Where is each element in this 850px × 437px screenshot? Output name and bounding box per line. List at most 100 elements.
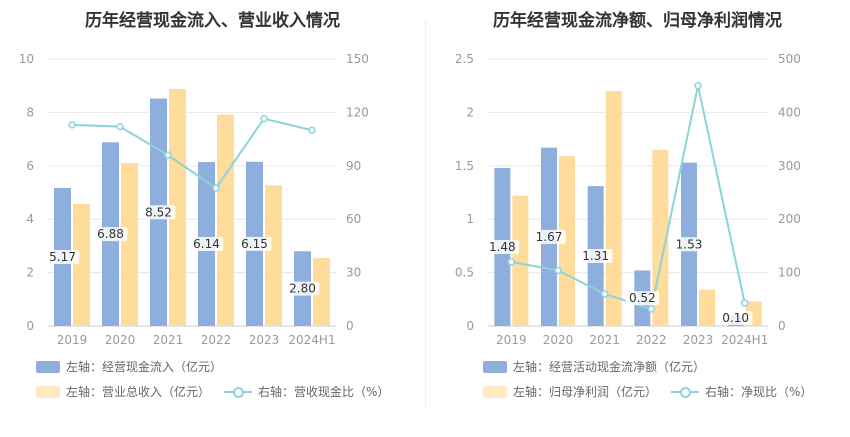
right-tick-label: 150 xyxy=(346,52,369,66)
legend-swatch-bar2 xyxy=(36,385,60,398)
left-tick-label: 10 xyxy=(19,52,34,66)
legend-label: 左轴：营业总收入（亿元） xyxy=(66,385,211,399)
right-tick-label: 0 xyxy=(346,319,354,333)
legend-swatch-line xyxy=(224,386,253,398)
right-tick-label: 90 xyxy=(346,159,361,173)
bar-2022 xyxy=(217,114,234,326)
legend-item-cash-ratio[interactable]: 右轴：营收现金比（%） xyxy=(224,383,389,400)
bar-2021 xyxy=(605,91,622,326)
bar-2019 xyxy=(73,203,90,326)
legend-label: 右轴：营收现金比（%） xyxy=(258,385,390,399)
ratio-point xyxy=(260,114,268,123)
bar-2023 xyxy=(699,289,715,326)
panel-divider xyxy=(425,20,426,410)
bar-2019 xyxy=(512,195,529,326)
left-tick-label: 0 xyxy=(466,319,474,333)
data-label-bg xyxy=(237,236,272,251)
left-tick-label: 6 xyxy=(26,159,34,173)
data-label: 6.15 xyxy=(241,237,268,251)
x-tick-label: 2024H1 xyxy=(288,333,335,347)
legend-item-net-profit[interactable]: 左轴：归母净利润（亿元） xyxy=(483,383,657,400)
data-label: 6.14 xyxy=(193,237,220,251)
left-tick-label: 8 xyxy=(26,105,34,119)
legend-label: 左轴：经营现金流入（亿元） xyxy=(66,360,223,374)
data-label: 0.52 xyxy=(629,291,656,305)
legend-item-cash-inflow[interactable]: 左轴：经营现金流入（亿元） xyxy=(36,358,222,375)
data-label-bg xyxy=(532,229,566,244)
left-tick-label: 2 xyxy=(26,266,34,280)
x-tick-label: 2019 xyxy=(496,333,527,347)
left-tick-label: 0.5 xyxy=(455,266,474,280)
legend-swatch-bar2 xyxy=(483,385,507,398)
bar-2023 xyxy=(265,185,282,326)
data-label: 1.48 xyxy=(489,240,516,254)
ratio-point xyxy=(554,266,562,275)
ratio-point xyxy=(647,305,656,313)
x-tick-label: 2022 xyxy=(636,333,667,347)
legend-label: 左轴：归母净利润（亿元） xyxy=(513,385,658,399)
legend-item-net-cash-ratio[interactable]: 右轴：净现比（%） xyxy=(671,383,812,400)
legend-swatch-bar1 xyxy=(483,360,507,373)
right-tick-label: 30 xyxy=(346,266,361,280)
x-tick-label: 2020 xyxy=(105,333,136,347)
legend-swatch-line xyxy=(671,386,700,398)
ratio-point xyxy=(694,81,702,90)
right-chart-panel: 历年经营现金流净额、归母净利润情况 0 0.5 1 1.5 2 2.5 0 100 200 300… xyxy=(425,0,850,437)
bar-2020 xyxy=(121,163,138,326)
right-chart-plot: 0 0.5 1 1.5 2 2.5 0 100 200 300 400 500 2019 2020 2021… xyxy=(455,52,801,347)
left-tick-label: 2.5 xyxy=(455,52,474,66)
right-tick-label: 60 xyxy=(346,212,361,226)
bar-2021 xyxy=(169,88,186,327)
right-tick-label: 0 xyxy=(778,319,786,333)
ratio-line xyxy=(71,117,313,190)
data-label: 1.67 xyxy=(536,230,563,244)
left-chart-plot: 0 2 4 6 8 10 0 30 60 90 120 150 2019 2020 2021 2022 2023… xyxy=(19,52,369,347)
left-tick-label: 4 xyxy=(26,212,34,226)
data-label-bg xyxy=(189,237,224,252)
ratio-point xyxy=(212,184,220,192)
data-label: 6.88 xyxy=(97,227,124,241)
legend-item-net-cash-flow[interactable]: 左轴：经营活动现金流净额（亿元） xyxy=(483,358,705,375)
right-tick-label: 300 xyxy=(778,159,801,173)
right-tick-label: 120 xyxy=(346,105,369,119)
bar-2020 xyxy=(559,156,575,326)
data-label-bg xyxy=(672,237,706,252)
data-label: 8.52 xyxy=(145,205,172,219)
legend: 左轴：归母净利润（亿元） 右轴：净现比（%） xyxy=(483,383,826,400)
left-tick-label: 1 xyxy=(466,212,474,226)
x-tick-label: 2019 xyxy=(57,333,88,347)
data-label-bg xyxy=(718,311,753,325)
ratio-point xyxy=(308,126,316,134)
left-tick-label: 0 xyxy=(26,319,34,333)
left-tick-label: 1.5 xyxy=(455,159,474,173)
legend: 左轴：营业总收入（亿元） 右轴：营收现金比（%） xyxy=(36,383,403,400)
legend-label: 右轴：净现比（%） xyxy=(705,385,813,399)
ratio-point xyxy=(600,290,609,298)
left-chart-panel: 历年经营现金流入、营业收入情况 0 2 4 6 8 10 0 30 60 90 120 150 2019… xyxy=(19,11,403,400)
right-tick-label: 500 xyxy=(778,52,801,66)
left-tick-label: 2 xyxy=(466,105,474,119)
data-label: 1.53 xyxy=(676,237,703,251)
data-label-bg xyxy=(45,249,80,264)
data-label: 5.17 xyxy=(49,250,76,264)
right-tick-label: 100 xyxy=(778,266,801,280)
chart-title: 历年经营现金流净额、归母净利润情况 xyxy=(493,11,782,31)
legend-item-revenue[interactable]: 左轴：营业总收入（亿元） xyxy=(36,383,210,400)
x-tick-label: 2022 xyxy=(201,333,232,347)
data-label-bg xyxy=(578,249,613,264)
bar-2024H1 xyxy=(313,257,330,326)
x-tick-label: 2021 xyxy=(153,333,184,347)
ratio-point xyxy=(68,121,76,129)
ratio-point xyxy=(164,151,172,159)
data-label-bg xyxy=(93,227,128,242)
data-label: 1.31 xyxy=(582,249,609,263)
ratio-point xyxy=(507,258,516,266)
right-tick-label: 400 xyxy=(778,105,801,119)
x-tick-label: 2021 xyxy=(589,333,620,347)
right-tick-label: 200 xyxy=(778,212,801,226)
data-label: 2.80 xyxy=(289,282,316,296)
data-label-bg xyxy=(485,239,520,254)
legend: 左轴：经营现金流入（亿元） xyxy=(36,358,236,375)
legend-swatch-bar1 xyxy=(36,360,60,373)
legend: 左轴：经营活动现金流净额（亿元） xyxy=(483,358,719,375)
